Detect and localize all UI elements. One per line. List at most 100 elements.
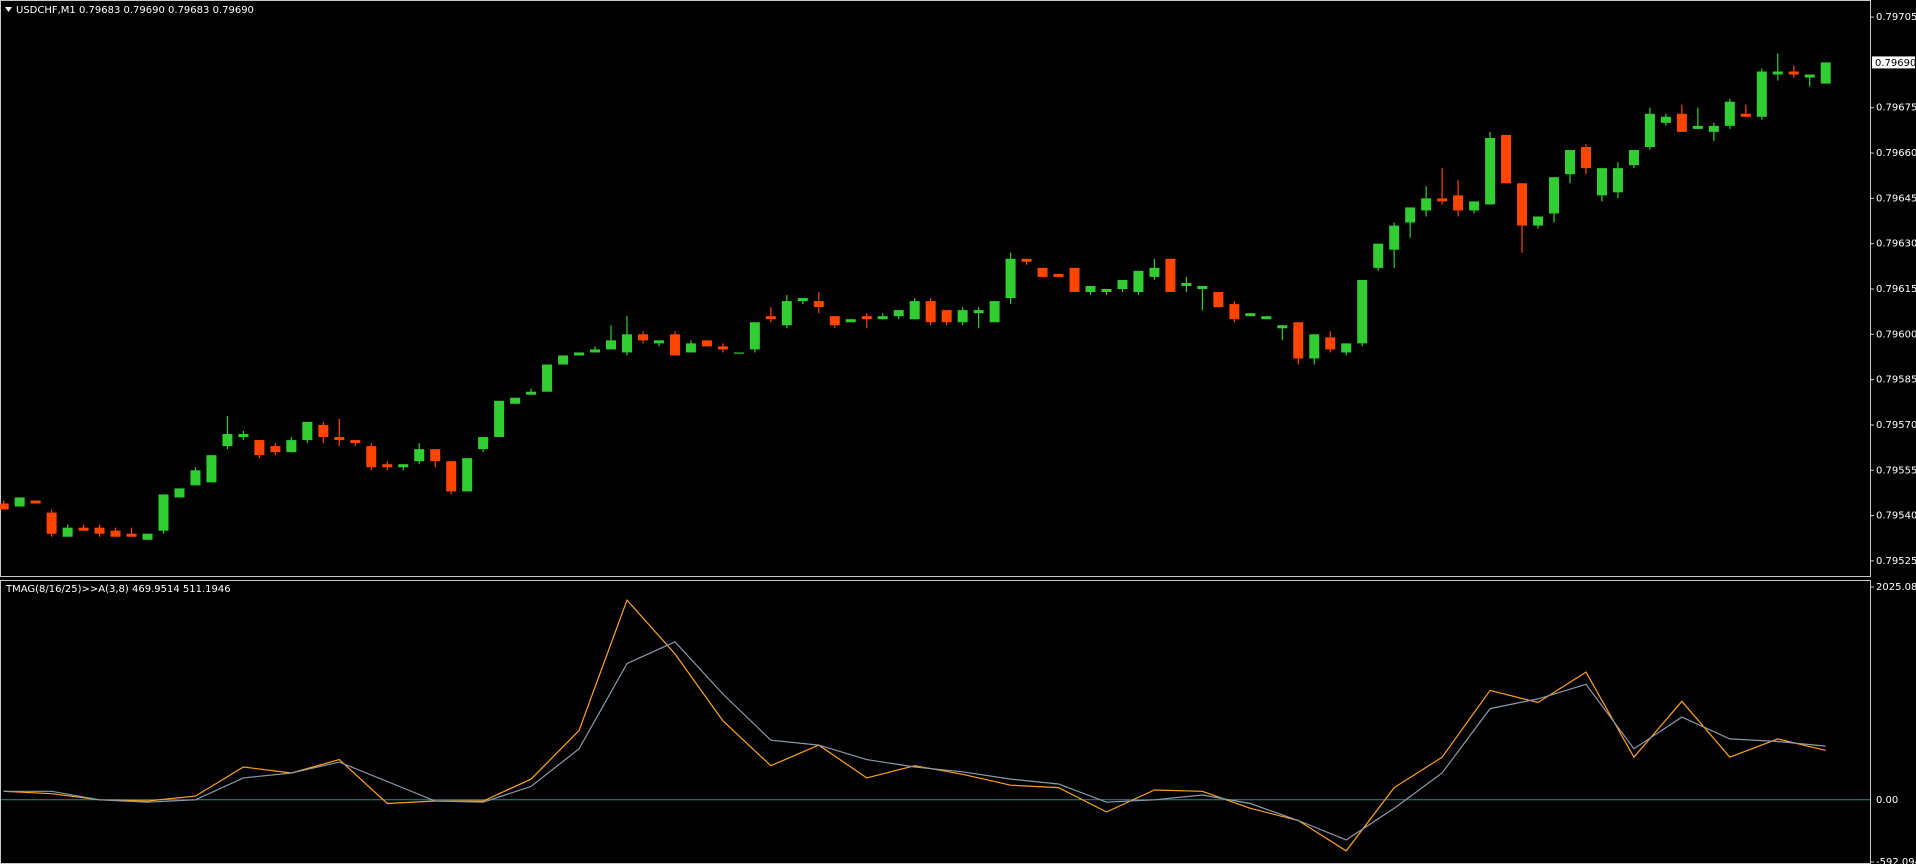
y-tick-label: 0.79615 [1876,284,1916,295]
candle-body [1165,258,1176,293]
candle-body [126,533,137,537]
candle-body [1708,125,1719,132]
candle-body [398,464,409,468]
candle-body [190,470,201,486]
candle-body [1580,147,1591,169]
y-tick-label: 0.79630 [1876,239,1916,250]
candle-body [1804,74,1815,78]
candle-body [1596,168,1607,196]
candle-body [1101,289,1112,293]
candle-body [1469,201,1480,211]
candle-body [430,449,441,462]
y-tick-label: 0.79660 [1876,148,1916,159]
candle-body [797,298,808,302]
candle-body [270,446,281,453]
candle-body [1676,113,1687,132]
candle-body [1453,195,1464,211]
candle-body [1133,270,1144,293]
candle-body [1357,279,1368,344]
main-panel [0,0,1871,577]
candle-body [1181,282,1192,286]
candle-body [877,316,888,320]
candle-body [1756,71,1767,117]
chart-title: USDCHF,M1 0.79683 0.79690 0.79683 0.7969… [16,5,254,16]
candle-body [717,346,728,350]
candle-body [1660,116,1671,123]
candle-body [478,437,489,450]
candle-body [1820,62,1831,84]
candle-body [1021,258,1032,262]
candle-body [1788,71,1799,75]
candle-body [158,494,169,531]
candle-body [989,301,1000,323]
candle-body [1612,168,1623,193]
candle-body [957,310,968,323]
candle-body [829,316,840,326]
candle-body [46,512,57,534]
candle-body [142,533,153,540]
candle-body [701,340,712,347]
candle-body [749,322,760,350]
candle-body [861,316,872,320]
candle-body [510,397,521,404]
candle-body [62,527,73,537]
candle-body [622,334,633,353]
indicator-title: TMAG(8/16/25)>>A(3,8) 469.9514 511.1946 [5,584,231,595]
candle-body [1325,337,1336,350]
candle-body [845,319,856,323]
candle-body [1197,285,1208,289]
candle-body [14,497,25,507]
candle-body [925,301,936,323]
y-tick-label: 0.79600 [1876,329,1916,340]
candle-body [78,527,89,531]
candle-body [893,310,904,317]
candle-body [1485,137,1496,205]
candle-body [1245,313,1256,317]
candle-body [238,434,249,438]
candle-body [222,434,233,447]
candle-body [1389,225,1400,250]
candle-body [334,437,345,441]
candle-body [1644,113,1655,148]
candle-body [685,343,696,353]
candle-body [590,349,601,353]
candle-body [1421,198,1432,211]
candle-body [526,391,537,395]
candle-body [1341,343,1352,353]
candle-body [382,464,393,468]
y-tick-label: 0.79675 [1876,103,1916,114]
candle-body [254,440,265,456]
candle-body [909,301,920,320]
candle-body [1213,292,1224,308]
y-tick-label: 0.00 [1876,795,1898,806]
y-tick-label: 0.79705 [1876,12,1916,23]
last-price-box [1872,56,1915,69]
candle-body [1037,267,1048,277]
candle-body [973,310,984,314]
y-tick-label: 0.79645 [1876,193,1916,204]
candle-body [1085,285,1096,293]
candle-body [110,530,121,537]
candle-body [94,527,105,534]
candle-body [366,446,377,468]
candle-body [669,334,680,356]
candle-body [1309,334,1320,359]
candle-body [1149,267,1160,277]
candle-body [350,440,361,444]
y-tick-label: 0.79585 [1876,375,1916,386]
menu-arrow[interactable] [5,7,12,12]
candle-body [1533,216,1544,226]
candle-body [653,340,664,344]
candle-body [542,364,553,392]
candle-body [1069,267,1080,293]
candle-body [1724,101,1735,126]
candle-body [733,352,744,354]
candle-body [1628,150,1639,166]
candle-body [414,449,425,462]
candle-body [558,355,569,365]
candle-body [1740,113,1751,117]
indicator-panel [0,580,1871,864]
candle-body [302,421,313,441]
